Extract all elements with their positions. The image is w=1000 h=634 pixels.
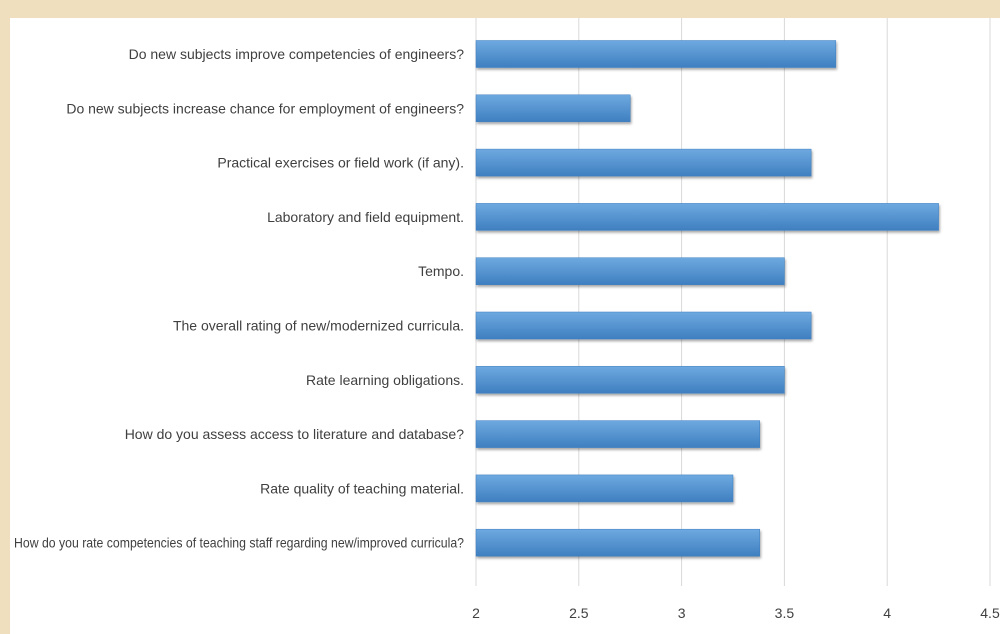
x-axis-tick-labels: 2 2.5 3 3.5 4 4.5: [472, 605, 1000, 621]
bar: [475, 528, 760, 557]
x-tick-label: 3.5: [775, 605, 795, 621]
category-label: Laboratory and field equipment.: [267, 209, 464, 225]
x-tick-label: 4: [883, 605, 891, 621]
x-tick-label: 2.5: [569, 605, 589, 621]
category-label: Do new subjects improve competencies of …: [129, 46, 465, 62]
bar: [475, 203, 939, 231]
bar: [475, 311, 812, 340]
category-label: Rate learning obligations.: [306, 372, 464, 388]
bars: [475, 40, 939, 557]
x-tick-label: 4.5: [980, 605, 1000, 621]
category-label: The overall rating of new/modernized cur…: [173, 318, 464, 334]
bar: [475, 420, 760, 448]
bar-chart: Do new subjects improve competencies of …: [14, 18, 1000, 621]
x-tick-label: 2: [472, 605, 480, 621]
bar: [475, 148, 812, 177]
category-label: Do new subjects increase chance for empl…: [66, 100, 464, 116]
category-label: How do you assess access to literature a…: [125, 426, 465, 442]
bar: [475, 257, 785, 285]
bar: [475, 366, 785, 394]
bar: [475, 40, 837, 68]
bar: [475, 94, 631, 123]
category-label: Rate quality of teaching material.: [260, 480, 464, 496]
bar: [475, 474, 734, 503]
category-label: Tempo.: [418, 263, 464, 279]
x-tick-label: 3: [678, 605, 686, 621]
category-label: Practical exercises or field work (if an…: [217, 155, 464, 171]
chart-panel: Do new subjects improve competencies of …: [10, 18, 1000, 634]
category-label: How do you rate competencies of teaching…: [14, 535, 464, 551]
category-labels: Do new subjects improve competencies of …: [14, 46, 464, 551]
